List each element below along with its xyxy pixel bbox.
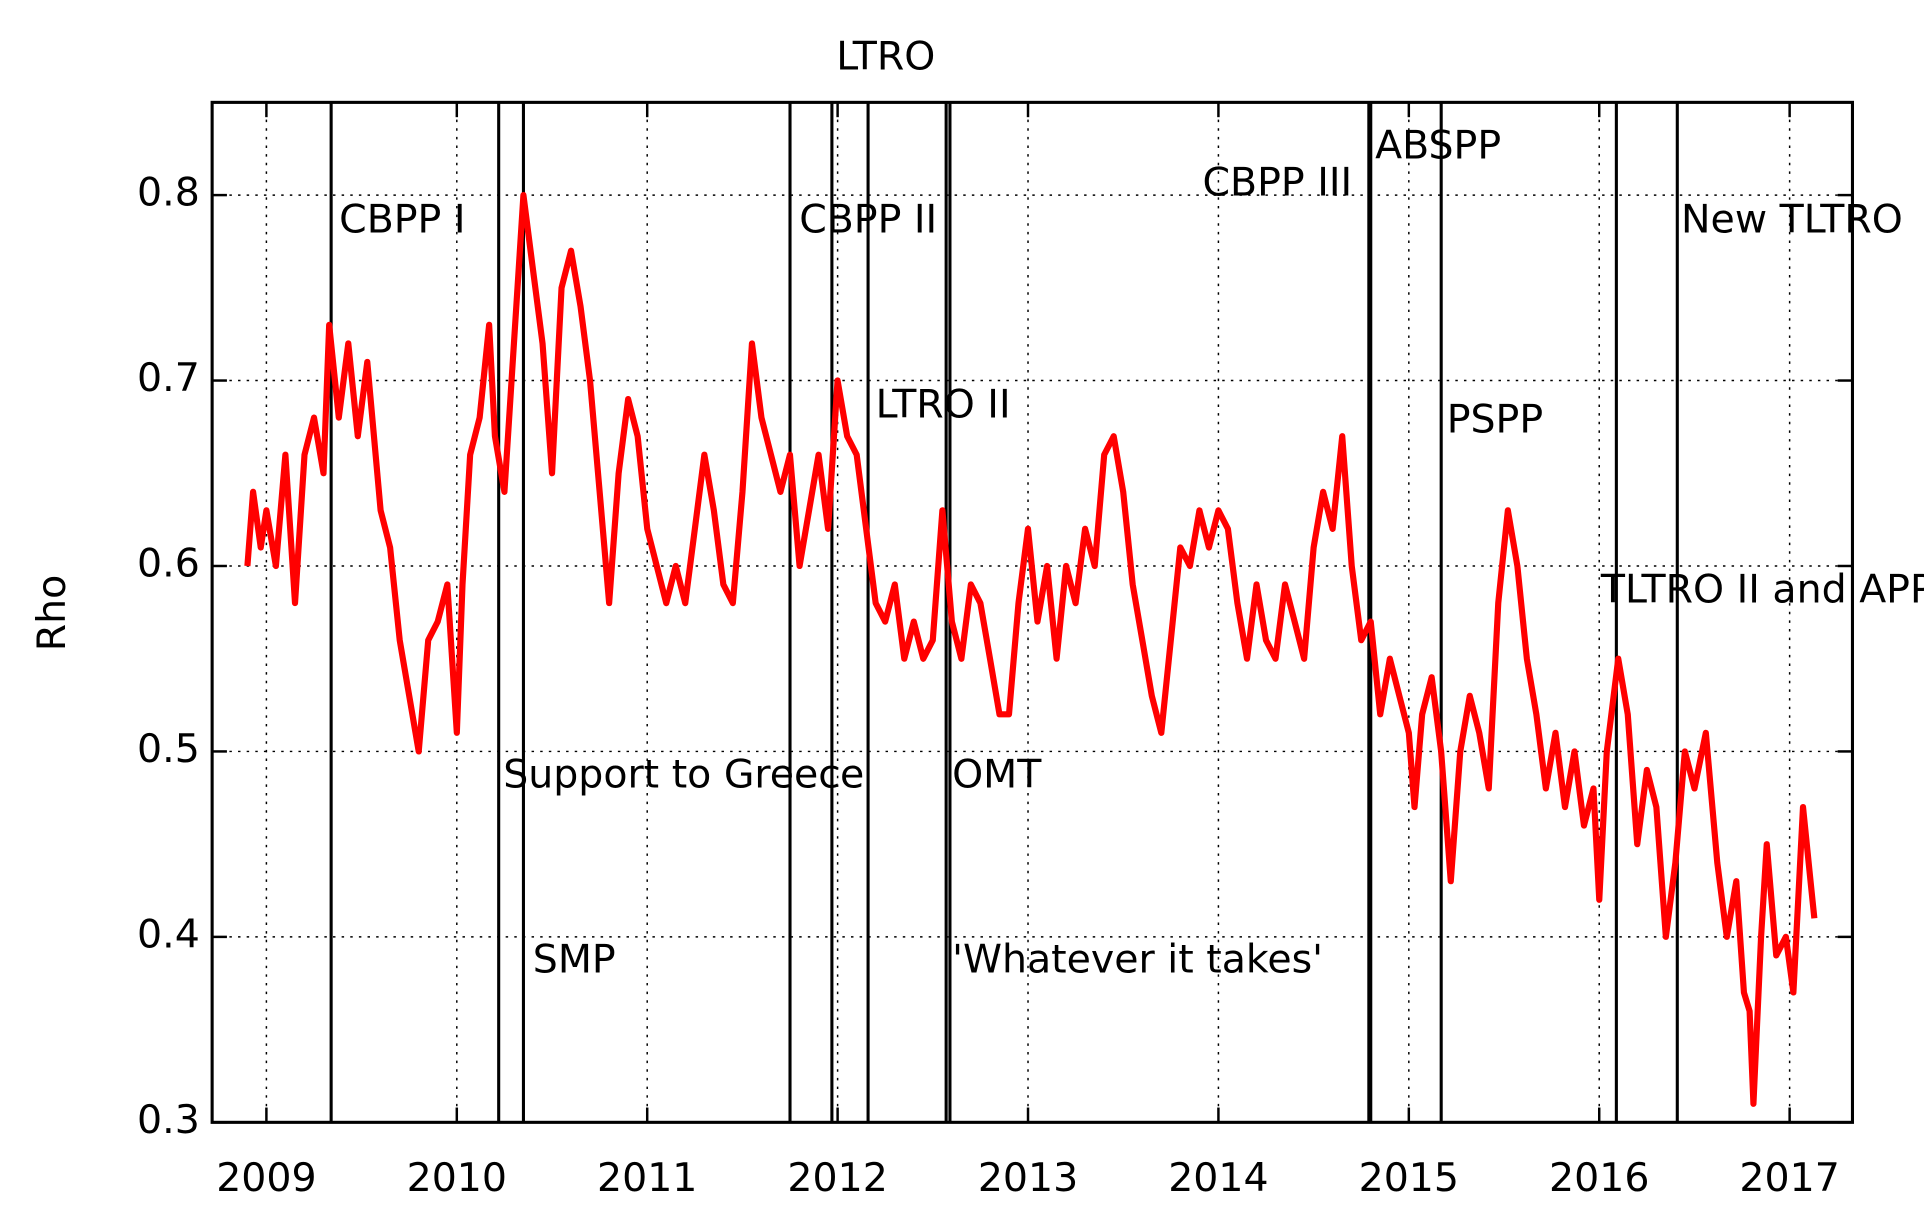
y-tick-label: 0.7: [137, 355, 200, 401]
x-tick-label: 2009: [216, 1155, 316, 1201]
plot-frame: [210, 100, 1855, 1124]
x-tick-label: 2011: [597, 1155, 697, 1201]
y-tick-label: 0.5: [137, 726, 200, 772]
x-tick-label: 2014: [1168, 1155, 1268, 1201]
event-label: LTRO: [836, 34, 935, 80]
x-tick-label: 2017: [1739, 1155, 1839, 1201]
series-line: [244, 192, 1818, 1107]
event-label: PSPP: [1447, 396, 1543, 442]
event-label: New TLTRO: [1681, 197, 1903, 243]
y-tick-label: 0.4: [137, 911, 200, 957]
event-label: SMP: [533, 937, 616, 983]
x-tick-label: 2016: [1549, 1155, 1649, 1201]
event-label: CBPP I: [339, 197, 465, 243]
event-label: CBPP III: [1203, 160, 1353, 206]
event-label: TLTRO II and APP: [1600, 567, 1924, 613]
event-label: ABSPP: [1375, 123, 1501, 169]
event-label: LTRO II: [876, 381, 1011, 427]
event-label: Support to Greece: [503, 752, 864, 798]
event-label: OMT: [952, 752, 1042, 798]
y-axis-label: Rho: [29, 575, 75, 652]
x-tick-label: 2010: [407, 1155, 507, 1201]
y-tick-label: 0.3: [137, 1097, 200, 1143]
x-tick-label: 2015: [1359, 1155, 1459, 1201]
x-tick-label: 2012: [787, 1155, 887, 1201]
y-tick-label: 0.8: [137, 170, 200, 216]
y-tick-label: 0.6: [137, 540, 200, 586]
event-label: 'Whatever it takes': [952, 937, 1323, 983]
x-tick-label: 2013: [978, 1155, 1078, 1201]
